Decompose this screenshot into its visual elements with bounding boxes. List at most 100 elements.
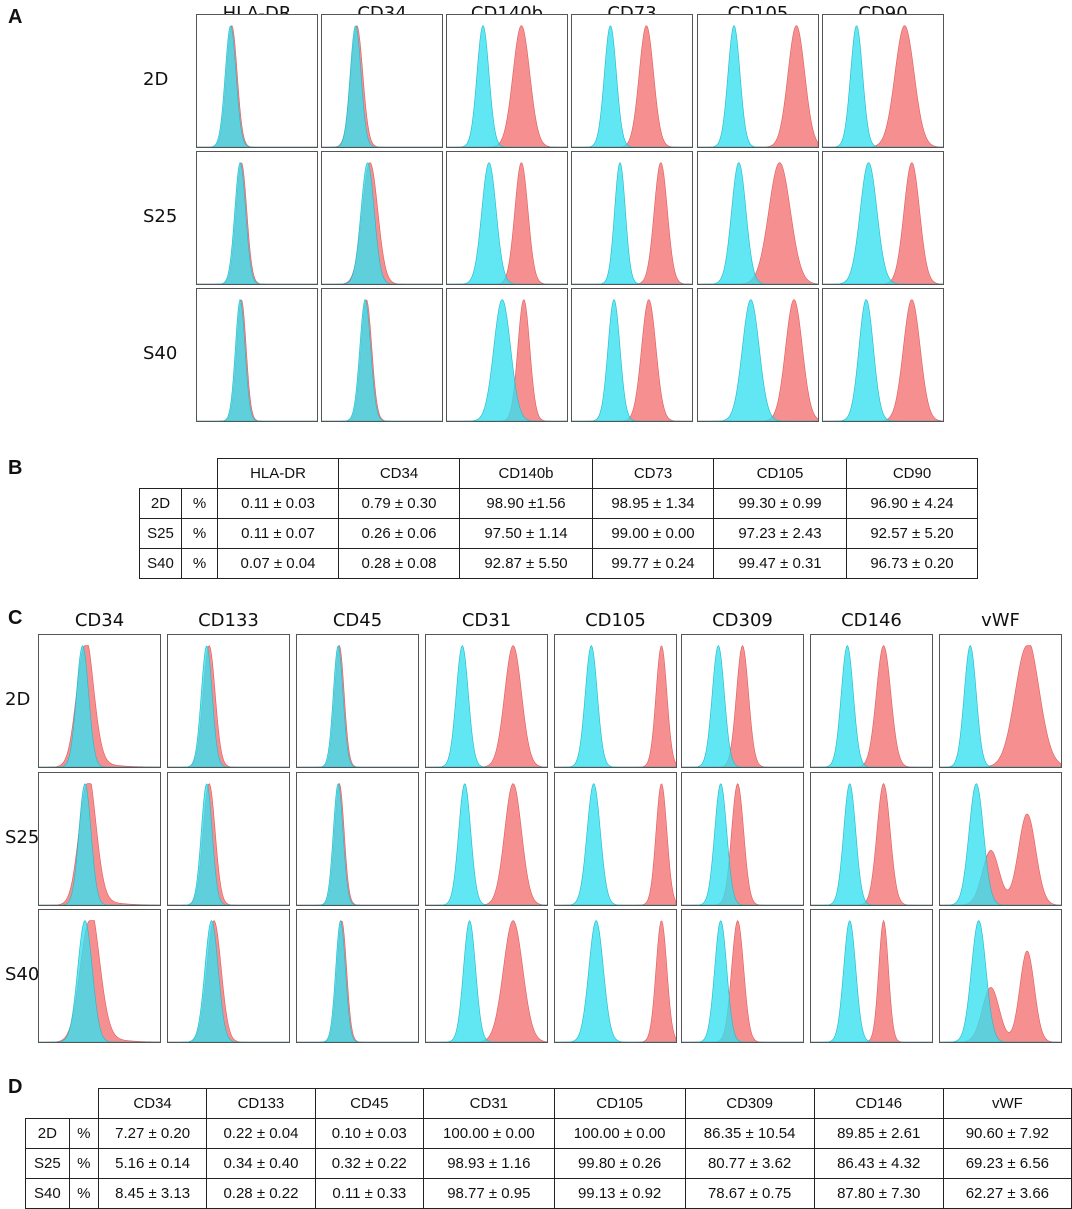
- histogram-plot: [572, 289, 692, 421]
- unit-cell: %: [68, 1118, 99, 1149]
- marker-histogram: [682, 921, 803, 1042]
- isotype-histogram: [447, 26, 567, 147]
- histogram-plot: [811, 910, 932, 1042]
- value-cell: 90.60 ± 7.92: [942, 1118, 1072, 1149]
- histogram-plot: [823, 15, 943, 147]
- histogram-plot: [698, 152, 818, 284]
- empty-cell: [69, 1089, 98, 1119]
- histogram-plot: [197, 152, 317, 284]
- value-cell: 92.87 ± 5.50: [459, 548, 593, 579]
- row-label: 2D: [5, 689, 31, 710]
- histogram-plot: [940, 910, 1061, 1042]
- isotype-histogram: [572, 26, 692, 147]
- value-cell: 98.90 ±1.56: [459, 488, 593, 519]
- histogram-plot: [572, 15, 692, 147]
- histogram-plot: [682, 635, 803, 767]
- histogram-cell: [446, 288, 568, 422]
- histogram-cell: [939, 772, 1062, 906]
- histogram-cell: [446, 151, 568, 285]
- marker-histogram: [555, 646, 676, 767]
- histogram-plot: [322, 152, 442, 284]
- isotype-histogram: [447, 300, 567, 421]
- histogram-plot: [168, 910, 289, 1042]
- value-cell: 92.57 ± 5.20: [846, 518, 978, 549]
- value-cell: 0.26 ± 0.06: [338, 518, 460, 549]
- marker-histogram: [297, 646, 418, 767]
- value-cell: 100.00 ± 0.00: [422, 1118, 555, 1149]
- marker-histogram: [39, 921, 160, 1042]
- histogram-cell: [554, 909, 677, 1043]
- histogram-cell: [196, 288, 318, 422]
- value-cell: 0.11 ± 0.07: [217, 518, 339, 549]
- panel-b-label: B: [8, 457, 23, 479]
- column-header-cell: CD90: [846, 458, 978, 489]
- value-cell: 69.23 ± 6.56: [942, 1148, 1072, 1179]
- histogram-plot: [447, 289, 567, 421]
- isotype-histogram: [823, 26, 943, 147]
- histogram-cell: [296, 634, 419, 768]
- isotype-histogram: [940, 921, 1061, 1042]
- column-header-cell: CD105: [553, 1088, 686, 1119]
- histogram-cell: [38, 772, 161, 906]
- unit-cell: %: [68, 1148, 99, 1179]
- column-header-cell: CD45: [314, 1088, 424, 1119]
- value-cell: 0.07 ± 0.04: [217, 548, 339, 579]
- table-row: S40% 8.45 ± 3.13 0.28 ± 0.22 0.11 ± 0.33 98.…: [25, 1178, 1072, 1209]
- histogram-cell: [822, 14, 944, 148]
- marker-histogram: [447, 163, 567, 284]
- histogram-plot: [823, 152, 943, 284]
- value-cell: 8.45 ± 3.13: [97, 1178, 208, 1209]
- histogram-cell: [554, 772, 677, 906]
- isotype-histogram: [297, 646, 418, 767]
- value-cell: 96.90 ± 4.24: [846, 488, 978, 519]
- isotype-histogram: [322, 163, 442, 284]
- value-cell: 86.35 ± 10.54: [684, 1118, 815, 1149]
- marker-histogram: [811, 784, 932, 905]
- empty-cell: [140, 459, 182, 489]
- histogram-cell: [810, 909, 933, 1043]
- marker-histogram: [555, 921, 676, 1042]
- histogram-cell: [321, 288, 443, 422]
- table-header-row: HLA-DR CD34 CD140b CD73 CD105 CD90: [140, 458, 978, 489]
- value-cell: 99.30 ± 0.99: [713, 488, 847, 519]
- marker-histogram: [447, 26, 567, 147]
- value-cell: 99.47 ± 0.31: [713, 548, 847, 579]
- column-header-cell: CD140b: [459, 458, 593, 489]
- isotype-histogram: [940, 784, 1061, 905]
- histogram-cell: [167, 909, 290, 1043]
- isotype-histogram: [698, 300, 818, 421]
- histogram-plot: [322, 289, 442, 421]
- table-row: S40% 0.07 ± 0.04 0.28 ± 0.08 92.87 ± 5.50 99…: [139, 548, 978, 579]
- isotype-histogram: [555, 784, 676, 905]
- isotype-histogram: [811, 646, 932, 767]
- histogram-cell: [810, 634, 933, 768]
- isotype-histogram: [39, 784, 160, 905]
- histogram-plot: [572, 152, 692, 284]
- column-header-cell: CD146: [813, 1088, 944, 1119]
- column-header-cell: CD31: [422, 1088, 555, 1119]
- unit-cell: %: [68, 1178, 99, 1209]
- marker-histogram: [197, 26, 317, 147]
- isotype-histogram: [39, 646, 160, 767]
- isotype-histogram: [698, 163, 818, 284]
- marker-histogram: [297, 921, 418, 1042]
- column-header: CD45: [332, 610, 383, 631]
- marker-histogram: [168, 646, 289, 767]
- isotype-histogram: [297, 784, 418, 905]
- histogram-cell: [425, 634, 548, 768]
- histogram-cell: [697, 288, 819, 422]
- histogram-plot: [168, 773, 289, 905]
- histogram-cell: [822, 151, 944, 285]
- empty-cell: [26, 1089, 70, 1119]
- isotype-histogram: [322, 300, 442, 421]
- histogram-cell: [571, 288, 693, 422]
- value-cell: 98.93 ± 1.16: [422, 1148, 555, 1179]
- value-cell: 0.28 ± 0.08: [338, 548, 460, 579]
- marker-histogram: [322, 26, 442, 147]
- histogram-cell: [196, 151, 318, 285]
- histogram-plot: [322, 15, 442, 147]
- histogram-plot: [698, 289, 818, 421]
- table-row: 2D% 0.11 ± 0.03 0.79 ± 0.30 98.90 ±1.56 98.9…: [139, 488, 978, 519]
- column-header-cell: vWF: [942, 1088, 1072, 1119]
- histogram-cell: [697, 14, 819, 148]
